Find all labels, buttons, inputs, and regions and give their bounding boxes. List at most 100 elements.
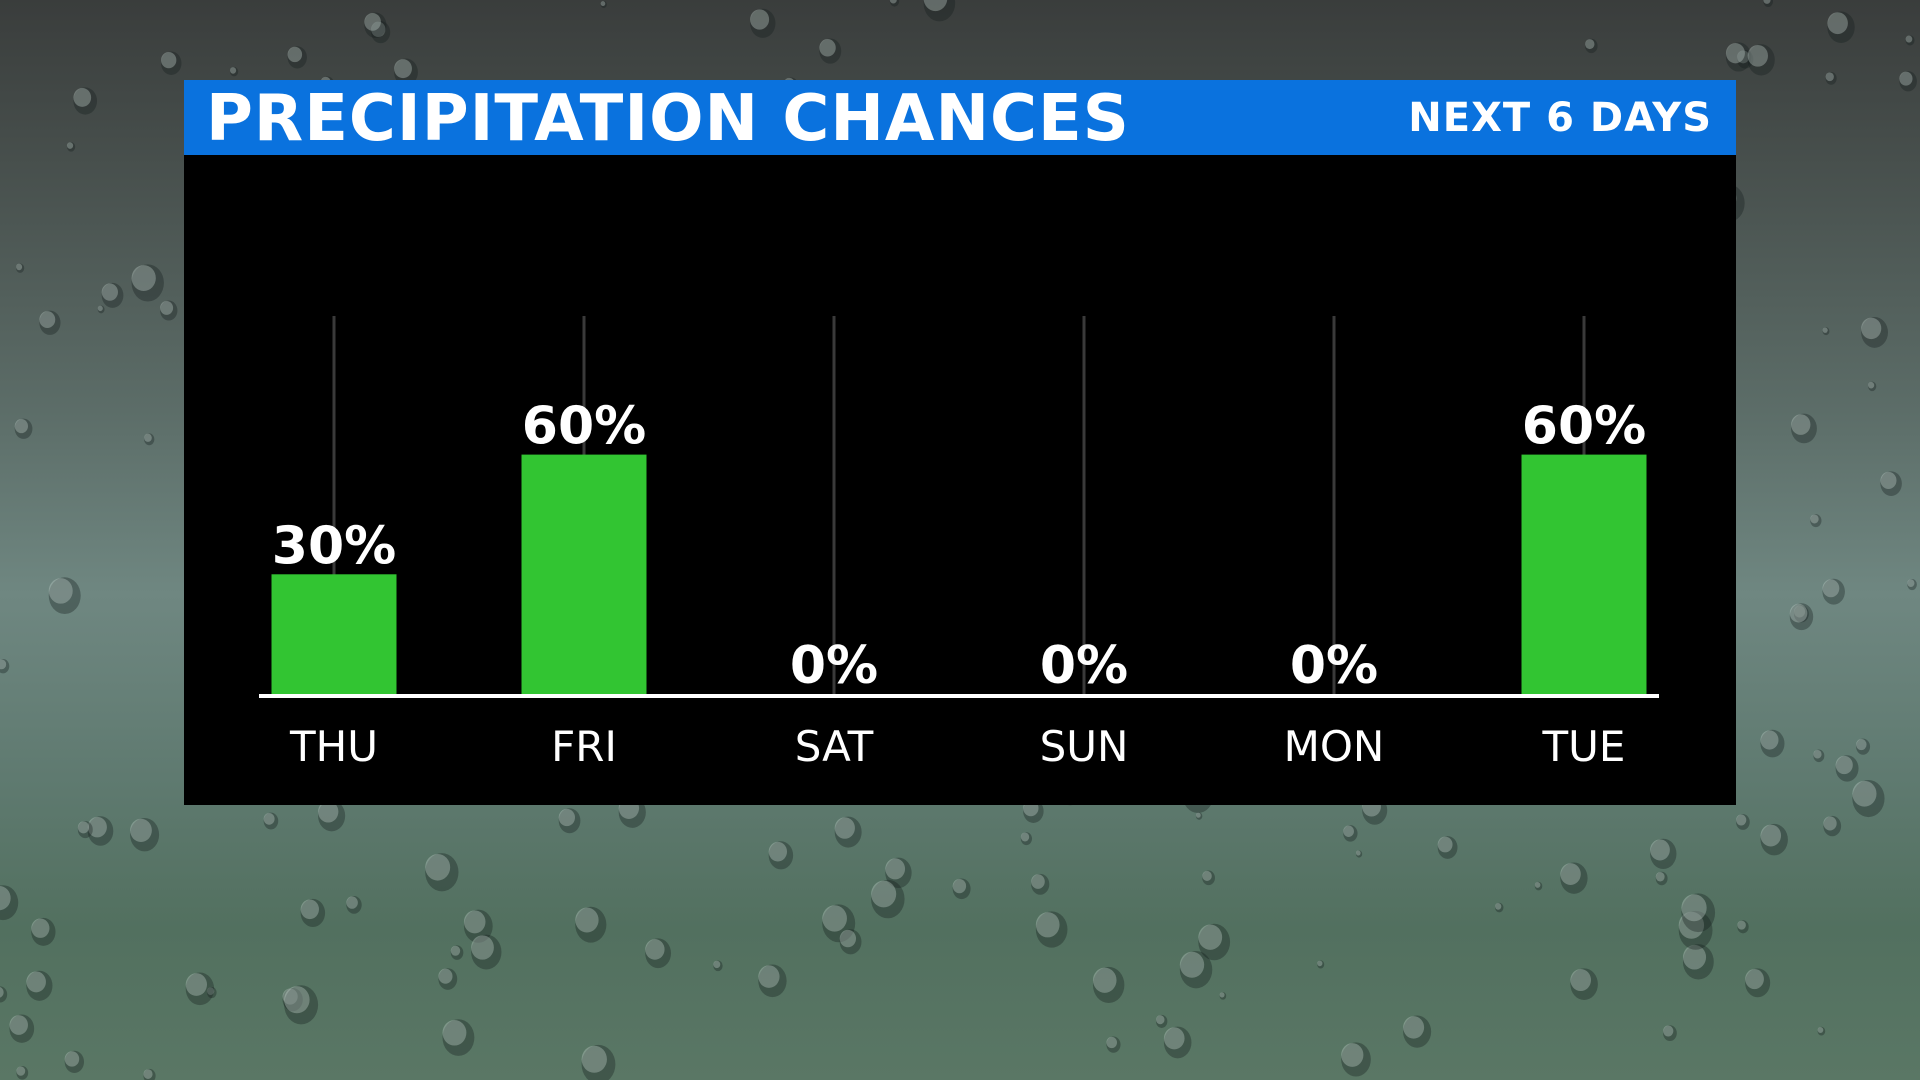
raindrop (1791, 413, 1817, 444)
chart-title: PRECIPITATION CHANCES (206, 82, 1130, 156)
raindrop (822, 904, 856, 943)
bar-fri (521, 454, 647, 694)
raindrop (48, 577, 81, 615)
raindrop (1827, 11, 1855, 43)
raindrop (1835, 755, 1859, 782)
raindrop (1179, 950, 1213, 989)
raindrop (645, 938, 672, 969)
raindrop (923, 0, 956, 22)
x-tick-label: SUN (1040, 722, 1129, 771)
raindrop (0, 986, 8, 1003)
raindrop (885, 857, 912, 888)
raindrop (144, 433, 155, 446)
raindrop (16, 263, 25, 273)
raindrop (1868, 381, 1877, 392)
raindrop (1678, 910, 1713, 950)
raindrop (1198, 923, 1231, 961)
raindrop (26, 970, 53, 1001)
raindrop (1822, 327, 1830, 336)
raindrop (1760, 729, 1785, 758)
precipitation-panel: PRECIPITATION CHANCES NEXT 6 DAYS 30% THU… (184, 80, 1736, 805)
raindrop (185, 972, 215, 1006)
raindrop (575, 906, 607, 943)
raindrop (442, 1019, 475, 1056)
raindrop (1534, 881, 1543, 891)
raindrop (284, 985, 319, 1025)
raindrop (66, 142, 76, 152)
raindrop (450, 945, 464, 960)
raindrop (1020, 832, 1033, 846)
raindrop (1825, 72, 1837, 85)
raindrop (1899, 71, 1917, 92)
raindrop (77, 821, 93, 839)
raindrop (834, 816, 862, 848)
raindrop (889, 0, 900, 7)
bar-thu (271, 574, 397, 694)
raindrop (819, 38, 842, 64)
raindrop (871, 879, 905, 919)
raindrop (1106, 1036, 1121, 1053)
raindrop (713, 960, 723, 972)
raindrop (394, 58, 418, 86)
raindrop (1747, 44, 1775, 76)
raindrop (1822, 578, 1845, 605)
precipitation-bar-chart: 30% THU 60% FRI 0% SAT 0% SUN 0% MON 60% TUE (259, 316, 1659, 771)
raindrop (471, 934, 502, 970)
raindrop (1905, 35, 1915, 46)
raindrop (346, 896, 362, 914)
raindrop (1856, 738, 1871, 755)
raindrop (1745, 968, 1771, 998)
raindrop (1035, 911, 1068, 948)
raindrop (318, 800, 346, 832)
raindrop (558, 808, 581, 834)
raindrop (1570, 968, 1598, 1000)
raindrop (31, 917, 56, 946)
data-label: 60% (522, 397, 646, 457)
raindrop (1560, 862, 1588, 894)
raindrop (1195, 812, 1203, 820)
raindrop (97, 305, 105, 314)
raindrop (1760, 823, 1788, 856)
raindrop (768, 841, 794, 870)
raindrop (0, 885, 19, 921)
raindrop (364, 12, 387, 38)
raindrop (263, 812, 279, 830)
raindrop (1655, 871, 1668, 886)
raindrop (14, 418, 33, 439)
raindrop (1813, 749, 1825, 763)
x-tick-label: THU (289, 722, 378, 771)
raindrop (1663, 1025, 1677, 1042)
raindrop (1202, 870, 1215, 886)
raindrop (1341, 1042, 1371, 1077)
raindrop (9, 1014, 35, 1043)
raindrop (1737, 920, 1749, 934)
raindrop (300, 898, 326, 928)
data-label: 30% (272, 516, 396, 576)
raindrop (1793, 605, 1809, 623)
raindrop (130, 818, 160, 852)
raindrop (1219, 992, 1227, 1000)
raindrop (425, 853, 459, 892)
raindrop (131, 264, 164, 302)
raindrop (1725, 42, 1752, 72)
chart-subtitle: NEXT 6 DAYS (1408, 95, 1712, 141)
raindrop (1823, 815, 1842, 837)
raindrop (1681, 893, 1716, 933)
raindrop (1810, 514, 1822, 528)
raindrop (839, 929, 862, 955)
x-tick-label: MON (1284, 722, 1385, 771)
bar-tue (1521, 454, 1647, 694)
raindrop (16, 1066, 29, 1080)
raindrop (1317, 960, 1325, 969)
data-label: 60% (1522, 397, 1646, 457)
raindrop (160, 300, 178, 321)
raindrop (758, 964, 787, 998)
raindrop (287, 46, 307, 69)
raindrop (1852, 780, 1885, 818)
x-tick-label: SAT (795, 722, 874, 771)
raindrop (101, 282, 124, 308)
raindrop (87, 816, 114, 846)
raindrop (64, 1050, 85, 1073)
data-label: 0% (790, 636, 878, 696)
raindrop (1437, 836, 1458, 859)
